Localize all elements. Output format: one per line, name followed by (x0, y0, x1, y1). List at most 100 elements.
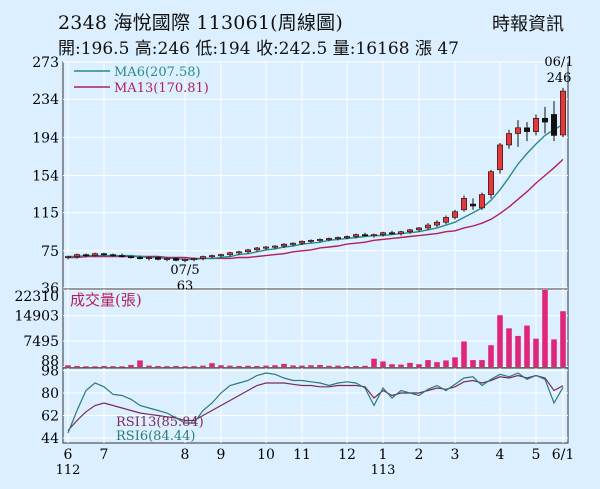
price-tick-label: 273 (32, 55, 59, 71)
volume-bar (470, 360, 476, 367)
x-tick-label: 10 (257, 447, 275, 463)
candle-body (254, 247, 261, 251)
volume-bar (254, 365, 260, 367)
chart-header: 2348 海悅國際 113061(周線圖) 時報資訊 開:196.5 高:246… (0, 0, 600, 60)
candle-body (469, 203, 476, 207)
candle-body (550, 114, 557, 136)
candle-body (487, 171, 494, 195)
volume-bar (83, 366, 89, 368)
candle-body (343, 236, 350, 239)
x-tick-label: 1 (379, 447, 388, 463)
x-tick-label: 7 (100, 447, 109, 463)
candle-body (541, 117, 548, 123)
candle-body (325, 238, 332, 240)
volume-bar (173, 365, 179, 367)
legend-label: MA13(170.81) (114, 81, 209, 96)
rsi-legend-label: RSI6(84.44) (116, 429, 195, 444)
candle-body (65, 256, 72, 259)
volume-title: 成交量(張) (70, 291, 142, 309)
data-source-label: 時報資訊 (492, 14, 564, 35)
volume-bar (443, 360, 449, 367)
volume-bar (146, 365, 152, 367)
volume-bar (209, 363, 215, 367)
volume-bar (416, 364, 422, 367)
candle-body (236, 251, 243, 254)
volume-bar (479, 360, 485, 367)
candle-body (406, 229, 413, 233)
volume-bar (290, 365, 296, 367)
candle-body (388, 232, 395, 235)
high-date-label: 06/1 (544, 55, 573, 70)
volume-bar (281, 363, 287, 367)
x-tick-label: 9 (217, 447, 226, 463)
volume-tick-label: 14903 (14, 309, 59, 325)
candle-body (74, 254, 81, 257)
candle-body (316, 239, 323, 241)
x-tick-label: 6/1 (552, 447, 575, 463)
volume-bar (353, 365, 359, 367)
volume-bar (65, 365, 71, 367)
candle-body (334, 237, 341, 239)
volume-bar (182, 366, 188, 368)
volume-bar (317, 364, 323, 367)
candle-body (460, 198, 467, 211)
volume-bar (164, 366, 170, 368)
volume-bar (227, 365, 233, 367)
volume-bar (218, 365, 224, 367)
volume-bar (299, 365, 305, 367)
rsi-tick-label: 98 (41, 364, 59, 380)
volume-bar (452, 357, 458, 367)
candle-body (200, 256, 207, 259)
candle-body (271, 245, 278, 248)
volume-bar (524, 325, 530, 367)
low-date-label: 07/5 (170, 263, 199, 278)
candle-body (155, 257, 162, 260)
candle-body (361, 234, 368, 237)
x-tick-label: 5 (532, 447, 541, 463)
volume-bar (362, 365, 368, 367)
price-tick-label: 115 (32, 206, 59, 222)
volume-tick-label: 22310 (14, 289, 59, 305)
candle-body (298, 240, 305, 244)
volume-bar (497, 315, 503, 367)
candle-body (424, 224, 431, 229)
low-value-label: 63 (177, 279, 194, 294)
legend-label: MA6(207.58) (114, 65, 201, 80)
rsi13-line (67, 374, 564, 431)
volume-bar (101, 365, 107, 367)
x-tick-label: 11 (293, 447, 311, 463)
candle-body (128, 256, 135, 259)
x-tick-label: 2 (415, 447, 424, 463)
candle-body (245, 249, 252, 253)
candle-body (110, 254, 117, 257)
x-tick-label: 4 (496, 447, 505, 463)
volume-bar (398, 364, 404, 367)
volume-bar (92, 366, 98, 368)
candle-body (505, 133, 512, 146)
candle-body (227, 252, 234, 255)
candle-body (442, 217, 449, 223)
candle-body (523, 127, 530, 132)
volume-bar (380, 361, 386, 367)
rsi-panel (62, 367, 569, 444)
candle-body (146, 257, 153, 259)
volume-bar (371, 358, 377, 367)
candle-body (280, 243, 287, 247)
volume-bar (236, 365, 242, 367)
volume-bar (191, 366, 197, 368)
candle-body (451, 211, 458, 218)
volume-bar (263, 365, 269, 367)
chart-title: 2348 海悅國際 113061(周線圖) (58, 12, 343, 34)
volume-bar (425, 360, 431, 367)
volume-bar (128, 364, 134, 367)
candle-body (209, 255, 216, 258)
volume-bar (110, 366, 116, 368)
candle-body (137, 257, 144, 259)
x-tick-label: 8 (181, 447, 190, 463)
candle-body (532, 117, 539, 132)
volume-tick-label: 88 (41, 354, 59, 370)
volume-bar (74, 365, 80, 367)
volume-bar (407, 362, 413, 367)
candle-body (307, 240, 314, 242)
candle-body (182, 259, 189, 261)
